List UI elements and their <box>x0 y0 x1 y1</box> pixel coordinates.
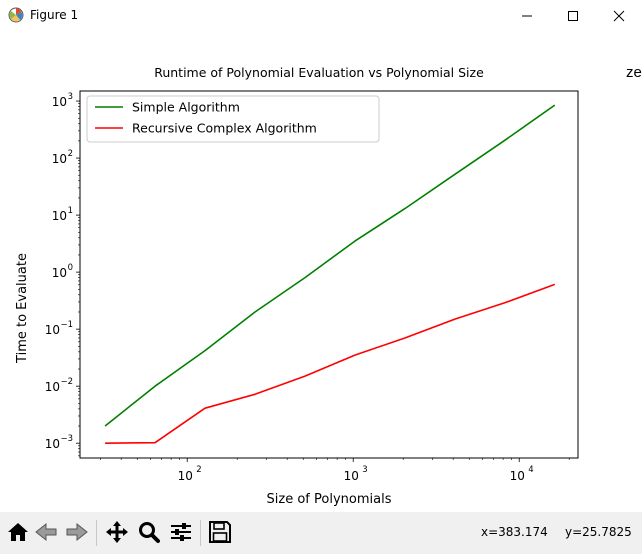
legend-box <box>86 95 380 143</box>
home-icon <box>8 523 28 541</box>
x-axis-label: Size of Polynomials <box>267 492 392 507</box>
y-tick-exponent: −2 <box>60 377 73 387</box>
maximize-icon <box>568 11 578 21</box>
close-button[interactable] <box>596 0 642 32</box>
clipped-title-fragment: ze <box>626 64 642 81</box>
simple-algorithm-line <box>104 104 556 427</box>
y-tick-label: 10 <box>45 323 60 337</box>
y-tick-label: 10 <box>45 437 60 451</box>
y-tick-exponent: −3 <box>60 434 73 444</box>
x-tick-exponent: 2 <box>196 465 201 475</box>
y-tick-label: 10 <box>52 209 67 223</box>
chart-title: Runtime of Polynomial Evaluation vs Poly… <box>154 65 484 80</box>
window-title: Figure 1 <box>30 8 79 22</box>
move-icon <box>106 521 128 543</box>
close-icon <box>613 10 625 22</box>
forward-button[interactable] <box>64 519 90 545</box>
y-tick-exponent: 2 <box>68 149 73 159</box>
x-tick-label: 10 <box>344 469 359 483</box>
back-button[interactable] <box>33 519 59 545</box>
navigation-toolbar: x=383.174 y=25.7825 <box>0 512 642 554</box>
matplotlib-logo-icon <box>8 7 24 23</box>
floppy-disk-icon <box>209 521 231 543</box>
forward-arrow-icon <box>66 522 88 542</box>
legend-label: Simple Algorithm <box>132 100 240 115</box>
window-titlebar[interactable]: Figure 1 <box>0 0 642 32</box>
y-tick-exponent: 0 <box>68 263 73 273</box>
toolbar-separator <box>96 520 97 546</box>
x-tick-label: 10 <box>510 469 525 483</box>
y-tick-label: 10 <box>52 266 67 280</box>
y-tick-exponent: 3 <box>68 92 73 102</box>
zoom-button[interactable] <box>136 519 162 545</box>
y-tick-exponent: 1 <box>68 206 73 216</box>
toolbar-separator <box>200 520 201 546</box>
y-tick-label: 10 <box>52 95 67 109</box>
y-axis-label: Time to Evaluate <box>15 253 30 364</box>
pan-button[interactable] <box>104 519 130 545</box>
x-tick-label: 10 <box>178 469 193 483</box>
minimize-icon <box>522 15 532 17</box>
magnifier-icon <box>139 522 160 543</box>
y-tick-label: 10 <box>45 380 60 394</box>
x-tick-exponent: 4 <box>528 465 533 475</box>
maximize-button[interactable] <box>550 0 596 32</box>
minimize-button[interactable] <box>504 0 550 32</box>
y-coordinate-readout: y=25.7825 <box>565 525 632 539</box>
back-arrow-icon <box>35 522 57 542</box>
home-button[interactable] <box>5 519 31 545</box>
x-coordinate-readout: x=383.174 <box>481 525 548 539</box>
x-tick-exponent: 3 <box>362 465 367 475</box>
sliders-icon <box>171 523 191 541</box>
y-tick-label: 10 <box>52 152 67 166</box>
plot-area[interactable] <box>79 90 579 459</box>
y-tick-exponent: −1 <box>60 320 73 330</box>
recursive-complex-algorithm-line <box>105 283 556 444</box>
configure-subplots-button[interactable] <box>168 519 194 545</box>
save-button[interactable] <box>207 519 233 545</box>
figure-canvas[interactable]: 10 2 10 3 10 4 −3 10 −2 10 −1 10 0 10 1 10 2 10 3 10 Simple … <box>1 32 641 512</box>
legend-label: Recursive Complex Algorithm <box>132 121 317 136</box>
